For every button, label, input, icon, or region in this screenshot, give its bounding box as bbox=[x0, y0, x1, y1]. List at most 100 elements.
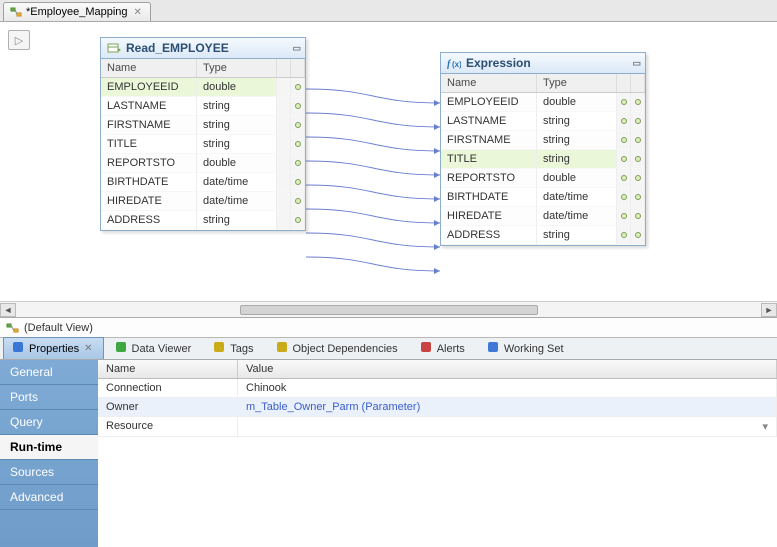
in-port[interactable] bbox=[277, 78, 291, 97]
scroll-left-arrow[interactable]: ◄ bbox=[0, 303, 16, 317]
out-port[interactable] bbox=[631, 226, 645, 245]
expression-node[interactable]: f(x) Expression ▭ Name Type EMPLOYEEIDdo… bbox=[440, 52, 646, 246]
port-name: REPORTSTO bbox=[101, 154, 197, 173]
port-row[interactable]: EMPLOYEEIDdouble bbox=[441, 93, 645, 112]
close-icon[interactable]: ✕ bbox=[84, 343, 92, 354]
in-port[interactable] bbox=[277, 97, 291, 116]
out-port[interactable] bbox=[291, 116, 305, 135]
port-row[interactable]: ADDRESSstring bbox=[441, 226, 645, 245]
editor-tab-employee-mapping[interactable]: *Employee_Mapping ✕ bbox=[3, 2, 151, 21]
property-value[interactable]: Chinook bbox=[238, 379, 777, 397]
in-port[interactable] bbox=[617, 207, 631, 226]
collapse-icon[interactable]: ▭ bbox=[292, 43, 299, 54]
out-port[interactable] bbox=[631, 150, 645, 169]
port-row[interactable]: BIRTHDATEdate/time bbox=[101, 173, 305, 192]
col-type-header: Type bbox=[537, 74, 617, 92]
node-header[interactable]: Read_EMPLOYEE ▭ bbox=[101, 38, 305, 59]
tab-label: Tags bbox=[230, 343, 253, 355]
port-name: ADDRESS bbox=[441, 226, 537, 245]
port-type: double bbox=[537, 93, 617, 112]
port-row[interactable]: LASTNAMEstring bbox=[441, 112, 645, 131]
in-port[interactable] bbox=[277, 211, 291, 230]
collapse-icon[interactable]: ▭ bbox=[632, 58, 639, 69]
out-port[interactable] bbox=[291, 173, 305, 192]
mapping-icon bbox=[10, 6, 22, 18]
property-row[interactable]: Ownerm_Table_Owner_Parm (Parameter) bbox=[98, 398, 777, 417]
port-type: string bbox=[197, 135, 277, 154]
in-port[interactable] bbox=[277, 192, 291, 211]
port-row[interactable]: TITLEstring bbox=[441, 150, 645, 169]
port-row[interactable]: EMPLOYEEIDdouble bbox=[101, 78, 305, 97]
in-port[interactable] bbox=[617, 226, 631, 245]
read-employee-node[interactable]: Read_EMPLOYEE ▭ Name Type EMPLOYEEIDdoub… bbox=[100, 37, 306, 231]
out-port[interactable] bbox=[631, 93, 645, 112]
port-row[interactable]: HIREDATEdate/time bbox=[441, 207, 645, 226]
tab-icon bbox=[115, 341, 127, 356]
side-tab-run-time[interactable]: Run-time bbox=[0, 435, 98, 460]
side-tab-advanced[interactable]: Advanced bbox=[0, 485, 98, 510]
property-name: Resource bbox=[98, 417, 238, 436]
out-port[interactable] bbox=[631, 207, 645, 226]
node-header[interactable]: f(x) Expression ▭ bbox=[441, 53, 645, 74]
in-port[interactable] bbox=[617, 93, 631, 112]
side-tab-query[interactable]: Query bbox=[0, 410, 98, 435]
port-type: date/time bbox=[197, 192, 277, 211]
scroll-thumb[interactable] bbox=[240, 305, 538, 315]
port-name: FIRSTNAME bbox=[441, 131, 537, 150]
horizontal-scrollbar[interactable]: ◄ ► bbox=[0, 301, 777, 317]
view-label: (Default View) bbox=[24, 322, 93, 334]
tab-alerts[interactable]: Alerts bbox=[411, 337, 476, 359]
side-tab-ports[interactable]: Ports bbox=[0, 385, 98, 410]
tab-tags[interactable]: Tags bbox=[204, 337, 264, 359]
port-row[interactable]: REPORTSTOdouble bbox=[441, 169, 645, 188]
port-row[interactable]: LASTNAMEstring bbox=[101, 97, 305, 116]
side-tab-sources[interactable]: Sources bbox=[0, 460, 98, 485]
property-value[interactable]: ▾ bbox=[238, 417, 777, 436]
port-row[interactable]: BIRTHDATEdate/time bbox=[441, 188, 645, 207]
side-tab-general[interactable]: General bbox=[0, 360, 98, 385]
port-row[interactable]: ADDRESSstring bbox=[101, 211, 305, 230]
out-port[interactable] bbox=[631, 169, 645, 188]
property-row[interactable]: Resource ▾ bbox=[98, 417, 777, 437]
tab-label: Properties bbox=[29, 343, 79, 355]
tab-object-dependencies[interactable]: Object Dependencies bbox=[267, 337, 409, 359]
tab-data-viewer[interactable]: Data Viewer bbox=[106, 337, 203, 359]
port-name: TITLE bbox=[101, 135, 197, 154]
port-row[interactable]: TITLEstring bbox=[101, 135, 305, 154]
in-port[interactable] bbox=[277, 116, 291, 135]
in-port[interactable] bbox=[617, 150, 631, 169]
port-type: string bbox=[537, 226, 617, 245]
in-port[interactable] bbox=[617, 131, 631, 150]
chevron-down-icon[interactable]: ▾ bbox=[762, 420, 768, 433]
in-port[interactable] bbox=[617, 188, 631, 207]
port-row[interactable]: FIRSTNAMEstring bbox=[101, 116, 305, 135]
out-port[interactable] bbox=[291, 135, 305, 154]
tab-working-set[interactable]: Working Set bbox=[478, 337, 575, 359]
port-row[interactable]: REPORTSTOdouble bbox=[101, 154, 305, 173]
port-name: HIREDATE bbox=[441, 207, 537, 226]
out-port[interactable] bbox=[631, 112, 645, 131]
out-port[interactable] bbox=[291, 211, 305, 230]
in-port[interactable] bbox=[617, 169, 631, 188]
in-port[interactable] bbox=[277, 135, 291, 154]
out-port[interactable] bbox=[291, 97, 305, 116]
in-port[interactable] bbox=[617, 112, 631, 131]
out-port[interactable] bbox=[291, 192, 305, 211]
in-port[interactable] bbox=[277, 154, 291, 173]
in-port[interactable] bbox=[277, 173, 291, 192]
port-row[interactable]: FIRSTNAMEstring bbox=[441, 131, 645, 150]
tab-properties[interactable]: Properties ✕ bbox=[3, 337, 104, 359]
col-name-header: Name bbox=[101, 59, 197, 77]
out-port[interactable] bbox=[291, 78, 305, 97]
mapping-canvas[interactable]: ▷ Read_EMPLOYEE ▭ Name Type EMPLOYEEIDdo… bbox=[0, 22, 777, 318]
property-value[interactable]: m_Table_Owner_Parm (Parameter) bbox=[238, 398, 777, 416]
out-port[interactable] bbox=[631, 188, 645, 207]
port-row[interactable]: HIREDATEdate/time bbox=[101, 192, 305, 211]
out-port[interactable] bbox=[631, 131, 645, 150]
close-icon[interactable]: ✕ bbox=[132, 7, 144, 18]
scroll-right-arrow[interactable]: ► bbox=[761, 303, 777, 317]
port-type: string bbox=[197, 211, 277, 230]
scroll-track[interactable] bbox=[16, 303, 761, 317]
out-port[interactable] bbox=[291, 154, 305, 173]
property-row[interactable]: ConnectionChinook bbox=[98, 379, 777, 398]
